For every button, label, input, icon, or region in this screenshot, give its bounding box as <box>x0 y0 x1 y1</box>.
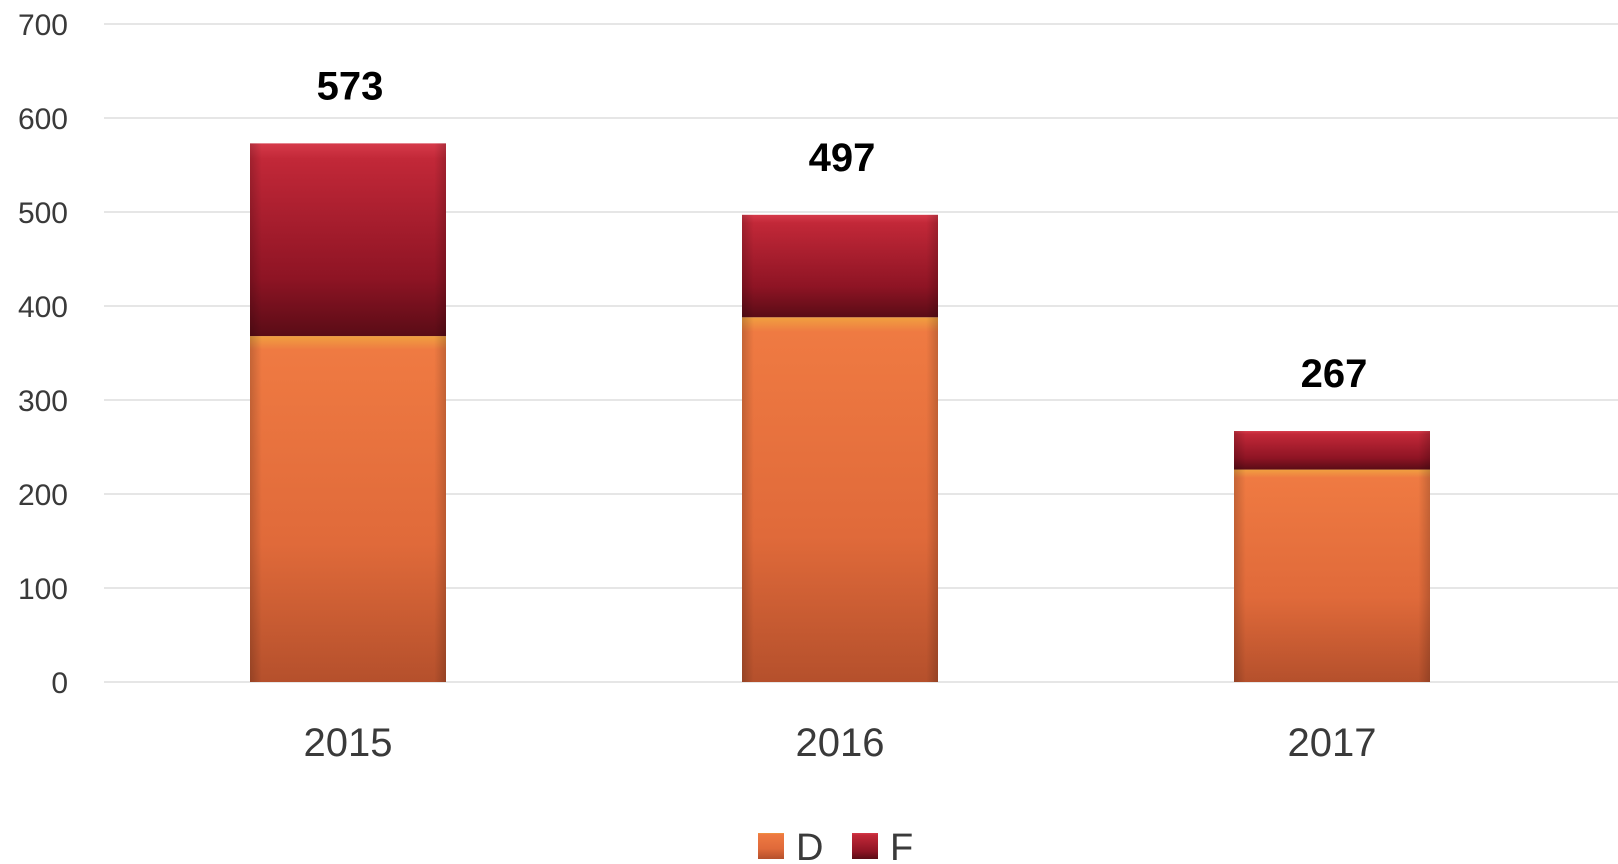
y-tick-label: 400 <box>18 291 68 324</box>
total-labels: 573 497 267 <box>317 64 1368 396</box>
y-tick-label: 500 <box>18 197 68 230</box>
legend-label-d: D <box>796 827 823 864</box>
y-axis-ticks: 0 100 200 300 400 500 600 700 <box>18 9 68 700</box>
legend-swatch-d <box>758 833 784 859</box>
bar-segment-shade <box>742 214 938 318</box>
total-label-2015: 573 <box>317 64 384 108</box>
bar-segment-shade <box>1234 431 1430 470</box>
x-category-label: 2017 <box>1288 721 1377 765</box>
legend-label-f: F <box>890 827 913 864</box>
x-axis-categories: 2015 2016 2017 <box>304 721 1377 765</box>
total-label-2017: 267 <box>1301 352 1368 396</box>
y-tick-label: 700 <box>18 9 68 42</box>
y-tick-label: 200 <box>18 479 68 512</box>
bar-segment-shade <box>250 336 446 682</box>
bar-segment-shade <box>742 317 938 682</box>
x-category-label: 2016 <box>796 721 885 765</box>
y-tick-label: 300 <box>18 385 68 418</box>
bar-segment-shade <box>1234 469 1430 682</box>
y-tick-label: 0 <box>51 667 68 700</box>
y-tick-label: 100 <box>18 573 68 606</box>
x-category-label: 2015 <box>304 721 393 765</box>
y-tick-label: 600 <box>18 103 68 136</box>
legend-swatch-f <box>852 833 878 859</box>
bar-segment-shade <box>250 143 446 337</box>
total-label-2016: 497 <box>809 136 876 180</box>
bars <box>250 143 1430 682</box>
